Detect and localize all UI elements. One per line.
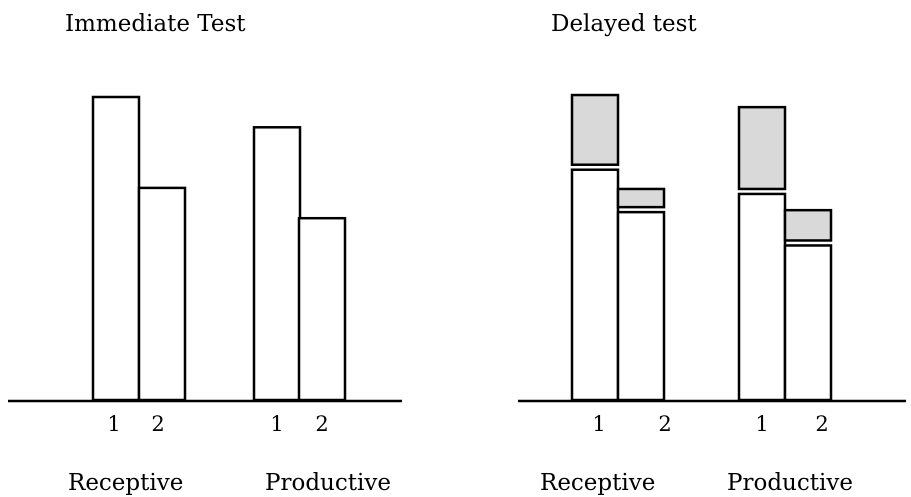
immediate-receptive-bar-1 (91, 95, 141, 402)
delayed-receptive-tick-2: 2 (658, 412, 671, 436)
immediate-test-title: Immediate Test (65, 11, 246, 37)
delayed-productive-upper-bar-1 (737, 105, 787, 191)
delayed-productive-tick-2: 2 (815, 412, 828, 436)
delayed-receptive-group-label: Receptive (540, 470, 655, 496)
immediate-productive-bar-1 (252, 126, 302, 402)
immediate-productive-group-label: Productive (265, 470, 391, 496)
delayed-productive-upper-bar-2 (783, 208, 833, 242)
delayed-receptive-lower-bar-2 (616, 210, 666, 402)
immediate-receptive-tick-2: 2 (151, 412, 164, 436)
delayed-receptive-lower-bar-1 (570, 168, 620, 402)
immediate-receptive-group-label: Receptive (68, 470, 183, 496)
delayed-productive-tick-1: 1 (755, 412, 768, 436)
immediate-productive-tick-1: 1 (270, 412, 283, 436)
delayed-receptive-upper-bar-1 (570, 93, 620, 166)
delayed-receptive-tick-1: 1 (592, 412, 605, 436)
immediate-productive-tick-2: 2 (315, 412, 328, 436)
delayed-receptive-upper-bar-2 (616, 187, 666, 209)
delayed-productive-group-label: Productive (727, 470, 853, 496)
immediate-receptive-bar-2 (137, 186, 187, 402)
delayed-productive-lower-bar-1 (737, 192, 787, 402)
immediate-receptive-tick-1: 1 (107, 412, 120, 436)
delayed-productive-lower-bar-2 (783, 244, 833, 402)
immediate-productive-bar-2 (297, 216, 347, 402)
delayed-test-title: Delayed test (551, 11, 697, 37)
chart-marks (91, 93, 833, 402)
